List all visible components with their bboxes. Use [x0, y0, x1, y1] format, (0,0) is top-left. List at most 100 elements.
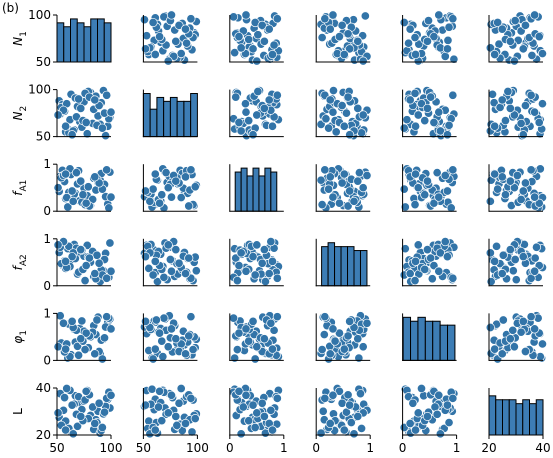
hist-bar	[515, 403, 524, 436]
scatter-point	[331, 127, 341, 137]
scatter-point	[353, 36, 363, 46]
scatter-point	[426, 253, 436, 263]
scatter-point	[188, 345, 198, 355]
scatter-point	[497, 95, 507, 105]
scatter-point	[434, 192, 444, 202]
scatter-point	[328, 107, 338, 117]
scatter-point	[236, 43, 246, 53]
scatter-point	[234, 261, 244, 271]
y-axis-label-sub: A1	[19, 180, 29, 192]
scatter-point	[490, 49, 500, 60]
scatter-point	[241, 107, 251, 117]
scatter-point	[102, 273, 112, 283]
scatter-point	[413, 110, 423, 120]
scatter-point	[321, 114, 331, 124]
scatter-point	[325, 349, 335, 359]
y-axis-label-sub: 1	[19, 330, 29, 336]
scatter-point	[166, 324, 177, 334]
scatter-point	[341, 108, 351, 118]
hist-bar	[90, 18, 98, 63]
scatter-point	[94, 398, 104, 408]
scatter-point	[250, 270, 260, 280]
scatter-point	[141, 400, 151, 410]
scatter-point	[357, 128, 367, 138]
scatter-point	[90, 418, 100, 429]
scatter-point	[184, 201, 194, 211]
scatter-point	[150, 344, 160, 354]
scatter-point	[339, 169, 349, 179]
scatter-point	[241, 266, 251, 276]
x-tick-label: 1	[280, 441, 288, 455]
scatter-point	[248, 252, 258, 262]
scatter-point	[410, 200, 420, 210]
scatter-point	[250, 354, 260, 364]
scatter-point	[53, 342, 63, 352]
scatter-point	[516, 194, 526, 204]
scatter-point	[411, 425, 421, 435]
scatter-point	[78, 190, 88, 200]
scatter-point	[518, 252, 528, 262]
scatter-point	[518, 44, 528, 54]
scatter-point	[81, 117, 91, 128]
x-tick-label: 100	[186, 441, 209, 455]
scatter-point	[316, 175, 326, 185]
y-axis-label-main: f	[11, 264, 25, 270]
scatter-point	[166, 266, 177, 276]
scatter-point	[518, 130, 528, 140]
scatter-point	[266, 318, 276, 328]
scatter-point	[159, 272, 169, 282]
scatter-point	[176, 383, 186, 394]
scatter-point	[530, 266, 540, 276]
scatter-point	[413, 183, 423, 193]
hist-bar	[176, 100, 185, 138]
scatter-point	[440, 51, 450, 61]
hist-bar	[488, 395, 497, 436]
hist-bar	[56, 22, 65, 63]
scatter-point	[498, 250, 508, 260]
scatter-point	[339, 49, 349, 60]
hist-bar	[103, 22, 112, 63]
hist-bar	[353, 250, 361, 287]
scatter-point	[343, 201, 353, 211]
scatter-point	[319, 329, 329, 340]
scatter-point	[61, 169, 71, 179]
scatter-point	[141, 186, 151, 196]
scatter-point	[354, 353, 364, 363]
scatter-point	[490, 256, 500, 266]
scatter-point	[429, 198, 439, 208]
scatter-point	[106, 192, 116, 202]
scatter-point	[434, 107, 444, 117]
scatter-point	[339, 425, 349, 435]
scatter-point	[349, 196, 359, 206]
scatter-point	[526, 165, 536, 175]
scatter-point	[530, 10, 540, 20]
scatter-point	[355, 389, 366, 399]
panel-label: (b)	[2, 1, 19, 15]
scatter-point	[508, 325, 518, 335]
scatter-point	[252, 110, 262, 120]
scatter-point	[411, 121, 421, 131]
scatter-point	[408, 398, 418, 408]
scatter-point	[150, 49, 160, 60]
scatter-point	[534, 198, 544, 208]
scatter-point	[236, 248, 246, 258]
scatter-point	[497, 349, 507, 359]
scatter-point	[353, 334, 363, 344]
scatter-point	[153, 402, 164, 412]
scatter-point	[537, 339, 548, 349]
scatter-point	[444, 120, 454, 130]
scatter-point	[343, 92, 353, 102]
scatter-point	[492, 241, 502, 251]
scatter-point	[534, 32, 544, 42]
scatter-point	[157, 190, 167, 200]
scatter-point	[535, 352, 545, 362]
scatter-point	[97, 354, 107, 364]
scatter-point	[272, 312, 282, 322]
scatter-point	[334, 32, 344, 42]
scatter-point	[234, 117, 244, 128]
scatter-point	[272, 273, 282, 283]
scatter-point	[487, 89, 498, 99]
scatter-point	[99, 333, 110, 343]
scatter-point	[493, 17, 503, 28]
y-axis-label: N1	[11, 31, 29, 46]
